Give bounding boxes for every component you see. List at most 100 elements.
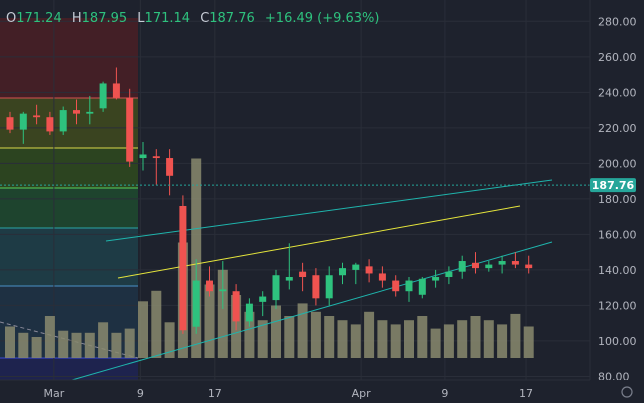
candle-body[interactable] [285, 277, 293, 281]
candle-body[interactable] [339, 268, 346, 276]
candle-body[interactable] [299, 271, 307, 278]
gear-icon[interactable] [621, 386, 633, 398]
candle-body[interactable] [59, 110, 67, 132]
volume-bar [111, 332, 122, 358]
fib-zone-3 [0, 148, 138, 188]
high-label: H [72, 11, 82, 26]
candle-body[interactable] [126, 97, 134, 162]
y-tick-label: 200.00 [598, 157, 637, 170]
candle-body[interactable] [112, 83, 120, 98]
y-tick-label: 240.00 [598, 86, 637, 99]
volume-bar [297, 303, 308, 358]
change-value: +16.49 (+9.63%) [265, 11, 380, 26]
candle-body[interactable] [405, 280, 413, 292]
fib-dashed-trend [0, 321, 139, 359]
volume-bar [191, 158, 202, 358]
volume-bar [337, 320, 348, 358]
candle-body[interactable] [445, 271, 453, 278]
candle-body[interactable] [73, 110, 80, 114]
candle-body[interactable] [19, 113, 27, 130]
candle-body[interactable] [232, 291, 240, 322]
y-tick-label: 280.00 [598, 15, 637, 28]
volume-bar [523, 326, 534, 358]
volume-bar [443, 324, 454, 358]
candle-body[interactable] [33, 115, 41, 118]
y-tick-label: 140.00 [598, 264, 637, 277]
volume-bar [350, 324, 361, 358]
candle-body[interactable] [525, 264, 533, 269]
candle-body[interactable] [325, 275, 333, 299]
volume-bar [31, 337, 42, 358]
fib-zone-4 [0, 188, 138, 228]
candle-body[interactable] [418, 278, 426, 295]
candle-body[interactable] [511, 261, 519, 265]
low-label: L [137, 11, 145, 26]
candle-body[interactable] [312, 275, 320, 299]
volume-bar [430, 328, 441, 358]
price-tag-label: 187.76 [592, 179, 635, 192]
volume-bar [377, 320, 388, 358]
time-axis-bg [0, 380, 644, 403]
svg-text:O171.24 H187.95: O171.24 H187.95 L171.14 C187.76 +16.49 (… [6, 11, 379, 26]
candlestick-series[interactable] [6, 67, 533, 334]
candle-body[interactable] [272, 275, 280, 301]
volume-bar [151, 290, 162, 358]
candle-body[interactable] [245, 303, 253, 322]
volume-bar [271, 305, 281, 358]
candle-body[interactable] [472, 262, 479, 269]
volume-bar [417, 316, 428, 358]
x-tick-label: 17 [519, 387, 533, 400]
volume-bar [124, 328, 135, 358]
settings-corner[interactable] [621, 386, 633, 398]
volume-bar [18, 332, 29, 358]
y-tick-label: 220.00 [598, 122, 637, 135]
candle-body[interactable] [192, 280, 200, 327]
volume-bar [5, 326, 15, 358]
candle-body[interactable] [498, 261, 506, 265]
candle-body[interactable] [206, 280, 213, 292]
volume-bar [390, 324, 401, 358]
candle-body[interactable] [46, 117, 54, 132]
candle-body[interactable] [378, 273, 386, 281]
current-price-tag: 187.76 [590, 178, 636, 193]
price-axis[interactable]: 280.00 260.00 240.00 220.00 200.00 180.00 160.… [589, 0, 644, 383]
fibonacci-retracement[interactable] [0, 18, 139, 380]
y-tick-label: 160.00 [598, 228, 637, 241]
candle-body[interactable] [259, 296, 267, 302]
candle-body[interactable] [485, 264, 493, 269]
fib-zone-5 [0, 228, 138, 286]
volume-bar [217, 269, 228, 358]
volume-bar [138, 301, 148, 358]
fib-zone-7 [0, 358, 138, 380]
candle-body[interactable] [6, 117, 14, 130]
volume-bar [364, 311, 375, 358]
candle-body[interactable] [458, 261, 466, 272]
candle-body[interactable] [99, 83, 107, 109]
high-value: 187.95 [82, 11, 128, 26]
low-value: 171.14 [145, 11, 191, 26]
x-tick-label: Apr [352, 387, 372, 400]
candle-body[interactable] [139, 154, 147, 159]
volume-bar [497, 324, 508, 358]
open-label: O [6, 11, 16, 26]
time-axis[interactable]: Mar 9 17 Apr 9 17 [0, 379, 644, 403]
candle-body[interactable] [152, 156, 160, 159]
volume-bar [244, 311, 255, 358]
price-tag-bg [590, 178, 636, 193]
y-tick-label: 120.00 [598, 299, 637, 312]
candle-body[interactable] [179, 205, 187, 331]
candle-body[interactable] [352, 264, 360, 270]
candle-body[interactable] [166, 158, 174, 176]
candle-body[interactable] [86, 111, 94, 114]
candle-body[interactable] [432, 277, 440, 281]
volume-bar [324, 316, 335, 358]
candle-body[interactable] [219, 289, 227, 292]
volume-bar [257, 320, 268, 358]
volume-bar [204, 284, 215, 358]
candle-body[interactable] [365, 266, 373, 274]
candle-body[interactable] [392, 280, 400, 292]
volume-bar [284, 316, 295, 358]
close-value: 187.76 [209, 11, 255, 26]
